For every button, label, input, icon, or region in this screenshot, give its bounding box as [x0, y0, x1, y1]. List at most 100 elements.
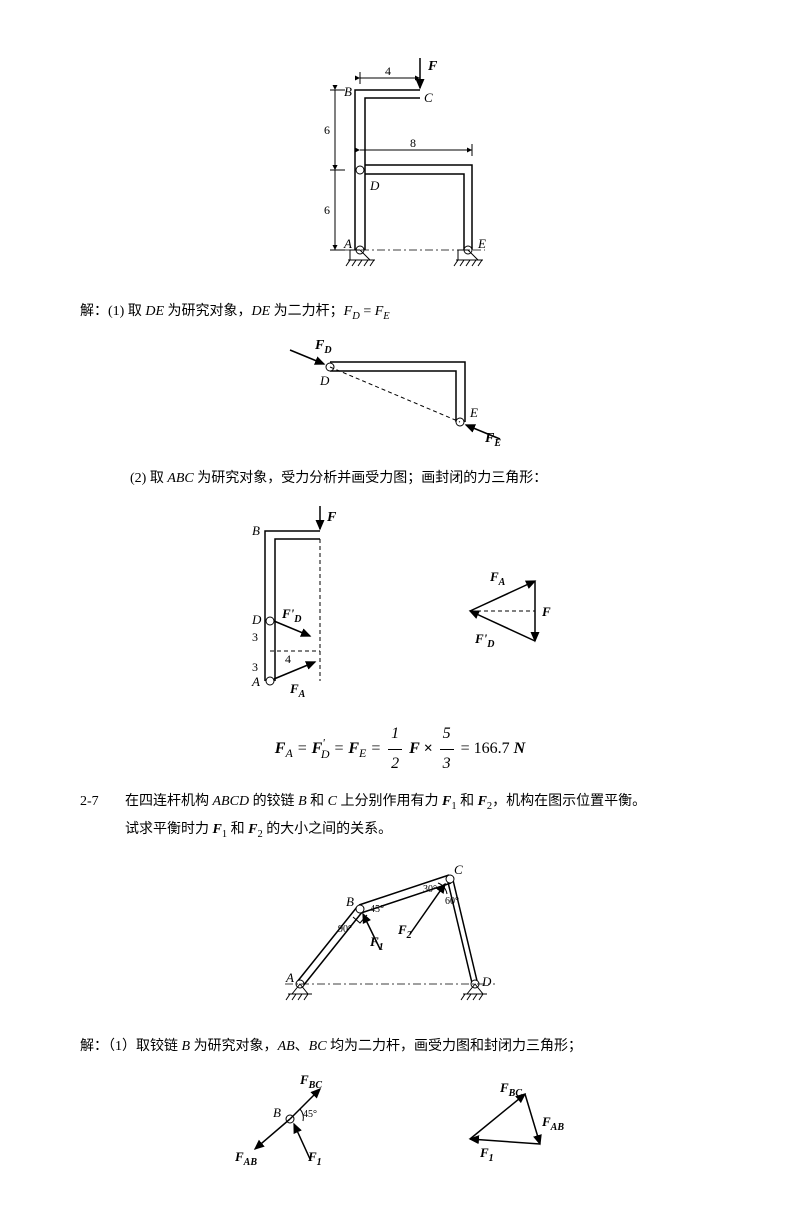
equation-result: FA = F'D = FE = 12 F × 53 = 166.7 N: [80, 720, 720, 779]
f3-FA: F: [289, 681, 299, 696]
f2-FD: F: [314, 338, 325, 353]
f2-FEsub: E: [493, 438, 501, 447]
label-C: C: [424, 90, 433, 105]
t3-prefix: 解：（1）取铰链: [80, 1039, 182, 1054]
eq-result: = 166.7: [461, 740, 514, 757]
f5t-F1s: 1: [489, 1153, 494, 1164]
f3-B: B: [252, 523, 260, 538]
f4-B: B: [346, 894, 354, 909]
t3-B: B: [182, 1039, 191, 1054]
f5-FAB: F: [234, 1149, 244, 1164]
dim-4: 4: [385, 64, 391, 78]
eq-FAsub: A: [285, 747, 292, 761]
f5t-FABs: AB: [550, 1122, 565, 1133]
p27-1eb: 和: [227, 822, 248, 837]
svg-text:FE: FE: [484, 431, 501, 447]
label-A: A: [343, 236, 352, 251]
f4-60: 60°: [445, 896, 459, 907]
f5-45: 45°: [303, 1109, 317, 1120]
f2-E: E: [469, 405, 478, 420]
eq-halfd: 2: [388, 750, 402, 779]
f3-FAsub: A: [298, 689, 306, 700]
eq-fn: 5: [440, 720, 454, 750]
t3-sep: 、: [295, 1039, 309, 1054]
f2-D: D: [319, 373, 330, 388]
eq-FA: F: [275, 740, 286, 757]
f5t-FBC: F: [499, 1080, 509, 1095]
p27-B: B: [298, 794, 307, 809]
figure-3: F B F'D D FA A 3 3 4 FA F F'D: [80, 501, 720, 710]
f3-3a: 3: [252, 630, 258, 644]
t1-DE1: DE: [145, 304, 164, 319]
p27-2a: 试求平衡时力: [125, 822, 213, 837]
t1-FD: F: [344, 304, 353, 319]
t1-DE2: DE: [252, 304, 271, 319]
t1-Dsub: D: [352, 311, 360, 322]
p27-1c: 和: [307, 794, 328, 809]
f5t-FBCs: BC: [508, 1088, 523, 1099]
f4-90: 90°: [338, 924, 352, 935]
label-B: B: [344, 84, 352, 99]
f4-F1: F: [369, 934, 379, 949]
f4-D: D: [481, 974, 492, 989]
p27-ABCD: ABCD: [213, 794, 250, 809]
f3-3b: 3: [252, 660, 258, 674]
eq-unit: N: [514, 740, 526, 757]
t2-prefix: (2) 取: [130, 471, 167, 486]
t2-suffix: 为研究对象，受力分析并画受力图；画封闭的力三角形：: [194, 471, 548, 486]
dim-8: 8: [410, 136, 416, 150]
f3t-FAsub: A: [498, 577, 506, 588]
f5t-F1: F: [479, 1145, 489, 1160]
svg-text:F1: F1: [307, 1149, 322, 1168]
p27-C: C: [328, 794, 337, 809]
t1-FE: F: [375, 304, 384, 319]
f3-D: D: [251, 612, 262, 627]
f4-30: 30°: [423, 884, 437, 895]
t1-prefix: 解：(1) 取: [80, 304, 145, 319]
p27-2b: 的大小之间的关系。: [263, 822, 393, 837]
svg-text:FD: FD: [314, 338, 332, 356]
eq-fd: 3: [440, 750, 454, 779]
label-F: F: [427, 59, 438, 74]
f3-F: F: [326, 510, 337, 525]
f4-C: C: [454, 862, 463, 877]
p27-1b: 的铰链: [249, 794, 298, 809]
f3t-F: F: [541, 604, 551, 619]
eq-eq2: =: [334, 740, 349, 757]
svg-text:FBC: FBC: [499, 1080, 522, 1099]
f4-F2: F: [397, 922, 407, 937]
f4-F1s: 1: [379, 942, 384, 953]
eq-FE: F: [348, 740, 359, 757]
p27-F2: F: [478, 794, 487, 809]
svg-text:FA: FA: [289, 681, 306, 700]
figure-1: F 4 8 6 6 B C D A E: [80, 50, 720, 289]
svg-text:FBC: FBC: [299, 1072, 322, 1091]
t1-mid2: 为二力杆；: [270, 304, 344, 319]
solution-line-1: 解：(1) 取 DE 为研究对象，DE 为二力杆；FD = FE: [80, 299, 720, 327]
p27-1f: ，机构在图示位置平衡。: [492, 794, 646, 809]
t1-mid1: 为研究对象，: [164, 304, 252, 319]
f5-FABs: AB: [243, 1157, 258, 1168]
figure-5: B FBC FAB F1 45° FBC FAB F1: [80, 1069, 720, 1178]
t1-Esub: E: [383, 311, 389, 322]
svg-text:F2: F2: [397, 922, 412, 941]
dim-6b: 6: [324, 203, 330, 217]
label-D: D: [369, 178, 380, 193]
f5-B: B: [273, 1105, 281, 1120]
p27-1d: 上分别作用有力: [337, 794, 442, 809]
p27-num: 2-7: [80, 789, 125, 814]
f3-Fp: F': [281, 606, 295, 621]
f4-F2s: 2: [406, 930, 412, 941]
f5-F1s: 1: [317, 1157, 322, 1168]
svg-text:F'D: F'D: [474, 631, 495, 650]
label-E: E: [477, 236, 486, 251]
eq-FEsub: E: [359, 747, 366, 761]
f5-FBCs: BC: [308, 1080, 323, 1091]
f3-4: 4: [285, 652, 291, 666]
svg-text:FAB: FAB: [541, 1114, 564, 1133]
svg-text:F'D: F'D: [281, 606, 302, 625]
t2-ABC: ABC: [167, 471, 193, 486]
solution-line-3: 解：（1）取铰链 B 为研究对象，AB、BC 均为二力杆，画受力图和封闭力三角形…: [80, 1034, 720, 1059]
t3-BC: BC: [309, 1039, 327, 1054]
t3-AB: AB: [278, 1039, 295, 1054]
